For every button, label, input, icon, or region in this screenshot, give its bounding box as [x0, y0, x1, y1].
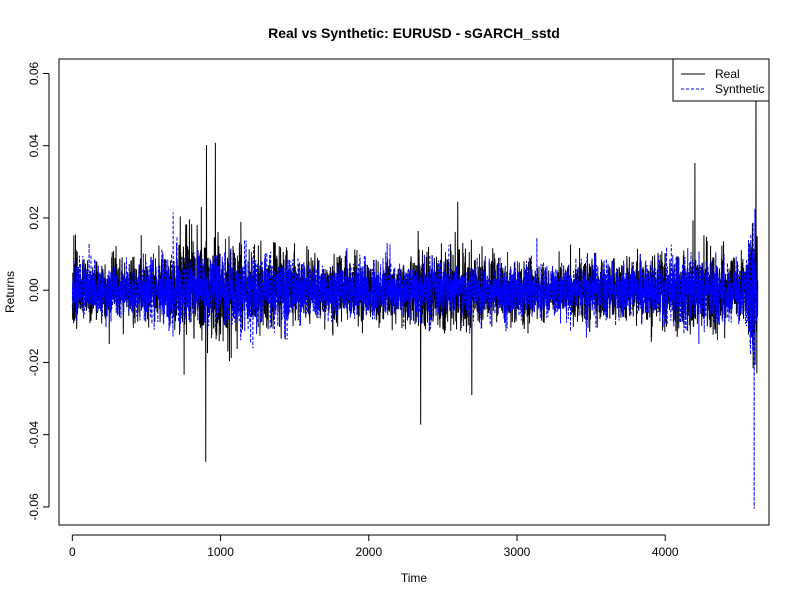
chart-title: Real vs Synthetic: EURUSD - sGARCH_sstd	[268, 25, 560, 41]
x-tick-label: 4000	[652, 545, 679, 559]
x-axis-label: Time	[401, 571, 428, 585]
y-tick-label: 0.04	[27, 134, 41, 158]
y-tick-label: 0.06	[27, 61, 41, 85]
series-line-synthetic	[71, 208, 759, 509]
y-axis-label: Returns	[3, 271, 17, 313]
plot-frame	[58, 58, 770, 526]
x-tick-label: 0	[69, 545, 76, 559]
legend-label-synthetic: Synthetic	[715, 82, 764, 96]
legend-box	[672, 58, 770, 102]
x-axis: 0 1000 2000 3000 4000	[69, 534, 679, 559]
y-axis: -0.06 -0.04 -0.02 0.00 0.02 0.04 0.06	[27, 61, 50, 521]
y-tick-label: -0.06	[27, 493, 41, 521]
x-tick-label: 2000	[355, 545, 382, 559]
legend: Real Synthetic	[672, 58, 770, 102]
series-layer	[71, 58, 759, 509]
legend-label-real: Real	[715, 67, 740, 81]
y-tick-label: -0.02	[27, 348, 41, 376]
y-tick-label: -0.04	[27, 421, 41, 449]
y-tick-label: 0.00	[27, 278, 41, 302]
y-tick-label: 0.02	[27, 206, 41, 230]
x-tick-label: 1000	[207, 545, 234, 559]
series-line-real	[71, 58, 759, 462]
x-tick-label: 3000	[504, 545, 531, 559]
